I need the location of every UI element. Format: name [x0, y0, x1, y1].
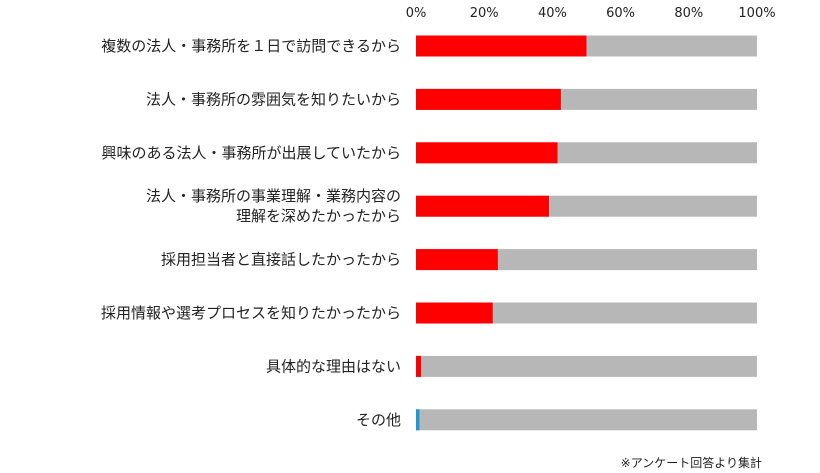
bar-value	[416, 195, 549, 217]
category-label: 法人・事務所の事業理解・業務内容の	[146, 187, 401, 205]
bar-value	[416, 355, 422, 377]
bar-remainder	[416, 355, 757, 377]
category-label: 法人・事務所の雰囲気を知りたいから	[146, 90, 401, 108]
x-tick-label: 20%	[470, 6, 499, 21]
x-tick-label: 0%	[406, 6, 427, 21]
bar-remainder	[416, 302, 757, 324]
category-labels: 複数の法人・事務所を１日で訪問できるから法人・事務所の雰囲気を知りたいから興味の…	[101, 37, 401, 429]
x-tick-label: 40%	[538, 6, 567, 21]
x-tick-label: 60%	[606, 6, 635, 21]
bar-value	[416, 142, 558, 164]
bar-value	[416, 35, 587, 57]
bar-value	[416, 249, 498, 271]
bars	[416, 35, 757, 431]
category-label: 複数の法人・事務所を１日で訪問できるから	[101, 37, 401, 55]
bar-remainder	[416, 249, 757, 271]
x-tick-label: 100%	[738, 6, 775, 21]
category-label: 採用担当者と直接話したかったから	[161, 251, 401, 269]
survey-note: ※アンケート回答より集計	[621, 455, 762, 470]
category-label: 具体的な理由はない	[266, 357, 401, 375]
bar-value	[416, 88, 561, 110]
category-label: 興味のある法人・事務所が出展していたから	[101, 144, 401, 162]
category-label: その他	[356, 411, 401, 429]
bar-value	[416, 302, 493, 324]
category-label: 理解を深めたかったから	[236, 207, 401, 225]
x-tick-label: 80%	[674, 6, 703, 21]
bar-remainder	[416, 409, 757, 431]
bar-value	[416, 409, 420, 431]
category-label: 採用情報や選考プロセスを知りたかったから	[101, 304, 401, 322]
x-axis: 0% 20% 40% 60% 80% 100%	[406, 6, 776, 21]
